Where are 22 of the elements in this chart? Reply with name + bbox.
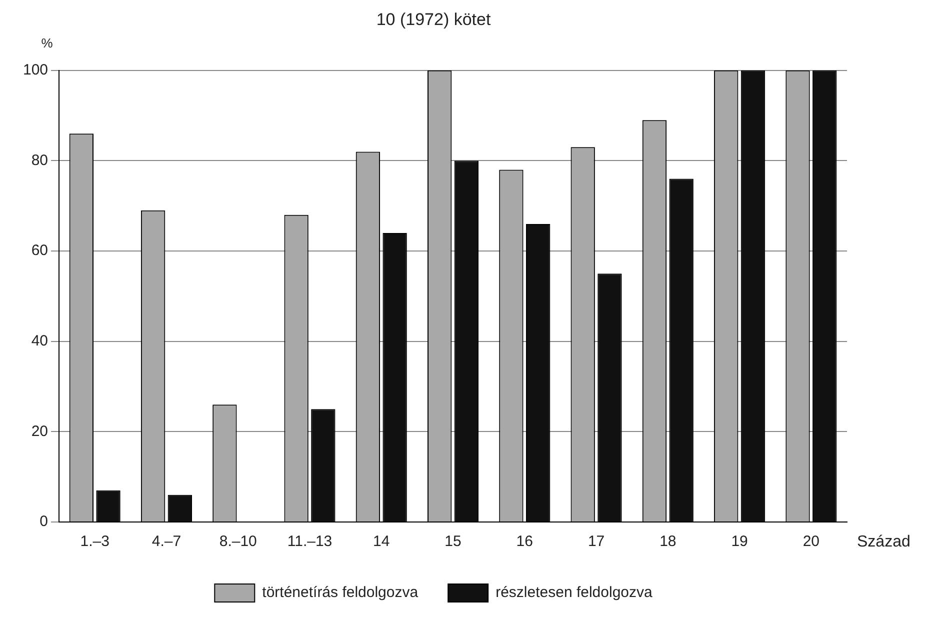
x-tick-label: 11.–13: [287, 533, 332, 550]
x-tick-label: 14: [373, 533, 390, 550]
x-axis-title: Század: [857, 533, 910, 550]
x-tick-label: 4.–7: [152, 533, 182, 550]
legend-label: részletesen feldolgozva: [496, 584, 653, 602]
x-tick-label: 1.–3: [80, 533, 110, 550]
x-tick-label: 17: [588, 533, 605, 550]
chart-title: 10 (1972) kötet: [376, 10, 491, 29]
x-tick-label: 18: [660, 533, 676, 550]
y-tick-label: 20: [31, 422, 48, 440]
y-tick-label: 100: [22, 62, 48, 79]
x-tick-label: 20: [802, 533, 820, 550]
y-tick-label: 80: [31, 152, 48, 169]
y-tick-label: 0: [40, 513, 48, 530]
x-tick-label: 8.–10: [219, 533, 257, 550]
y-tick-label: 60: [31, 242, 48, 260]
x-tick-label: 19: [731, 533, 748, 550]
x-tick-label: 15: [444, 533, 462, 550]
y-tick-label: 40: [31, 332, 48, 350]
legend-label: történetírás feldolgozva: [262, 584, 419, 602]
y-axis-title: %: [41, 35, 54, 50]
x-tick-label: 16: [516, 533, 533, 550]
